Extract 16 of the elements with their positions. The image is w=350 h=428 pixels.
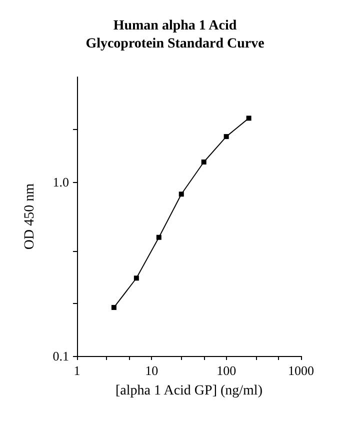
point (201, 160, 206, 165)
point (246, 116, 252, 121)
x-tick-label: 1000 (288, 363, 314, 378)
x-tick-label: 100 (216, 363, 236, 378)
point (156, 234, 162, 240)
point (178, 192, 184, 197)
x-tick-label: 1 (74, 363, 80, 378)
y-axis-title: OD 450 nm (22, 183, 38, 250)
y-tick-label: 1.0 (52, 174, 69, 190)
point (134, 276, 139, 281)
point (111, 304, 116, 310)
x-axis-title: [alpha 1 Acid GP] (ng/ml) (116, 384, 263, 398)
x-tick-label: 10 (145, 363, 158, 378)
chart-title: Human alpha 1 Acid Glycoprotein Standard Curve (86, 18, 264, 52)
point (224, 134, 229, 140)
y-tick-label: 0.1 (52, 348, 69, 364)
